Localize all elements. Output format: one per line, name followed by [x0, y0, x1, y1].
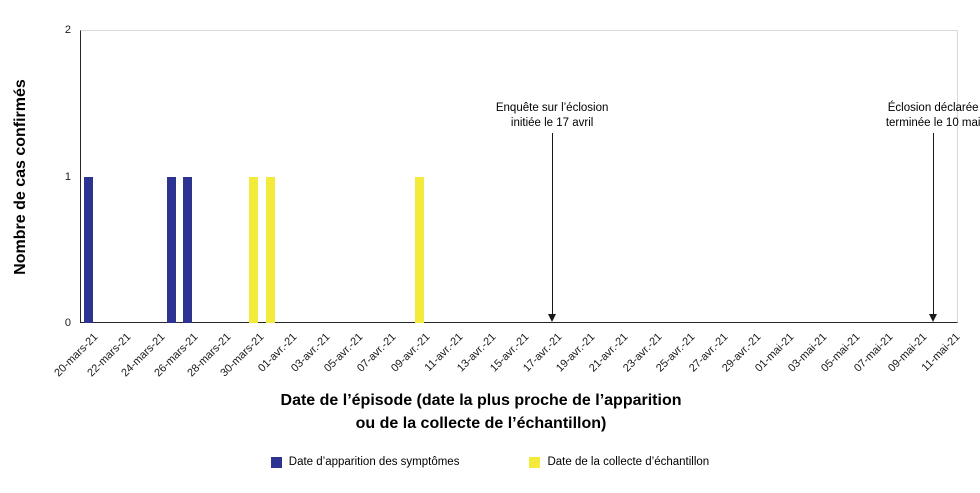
- annotation-text-line: Éclosion déclarée: [887, 102, 979, 114]
- x-axis-title: Date de l’épisode (date la plus proche d…: [131, 389, 831, 435]
- chart-legend: Date d’apparition des symptômes Date de l…: [0, 456, 980, 468]
- annotation-text-2: Éclosion déclarée terminée le 10 mai: [886, 101, 980, 131]
- annotation-text-line: initiée le 17 avril: [510, 116, 594, 129]
- legend-color-swatch: [270, 456, 282, 468]
- y-axis-tick-label: 2: [64, 24, 71, 36]
- legend-color-swatch: [529, 456, 541, 468]
- y-axis-title: Nombre de cas confirmés: [12, 79, 29, 275]
- x-axis-title-line1: Date de l’épisode (date la plus proche d…: [280, 392, 682, 409]
- legend-item: Date d’apparition des symptômes: [270, 456, 460, 468]
- annotation-arrowhead-down: [929, 314, 938, 322]
- legend-item: Date de la collecte d’échantillon: [529, 456, 709, 468]
- bar-symptom-onset: [183, 176, 193, 323]
- annotation-text-1: Enquête sur l’éclosion initiée le 17 avri…: [496, 101, 609, 131]
- annotation-arrowhead-down: [548, 314, 557, 322]
- y-axis-tick-label: 0: [64, 317, 71, 329]
- y-axis-tick-label: 1: [64, 170, 71, 183]
- annotation-arrow-shaft: [932, 133, 934, 315]
- bar-sample-collection: [266, 176, 275, 323]
- legend-label: Date de la collecte d’échantillon: [547, 456, 710, 468]
- x-axis-title-line2: ou de la collecte de l’échantillon): [355, 415, 607, 433]
- bar-sample-collection: [249, 176, 259, 323]
- annotation-text-line: terminée le 10 mai: [885, 116, 980, 129]
- legend-label: Date d’apparition des symptômes: [288, 456, 460, 468]
- bar-sample-collection: [415, 176, 425, 323]
- bar-symptom-onset: [83, 176, 93, 323]
- bar-symptom-onset: [166, 176, 176, 323]
- annotation-text-line: Enquête sur l’éclosion: [495, 102, 609, 114]
- plot-area: [80, 30, 958, 323]
- annotation-arrow-shaft: [551, 133, 553, 315]
